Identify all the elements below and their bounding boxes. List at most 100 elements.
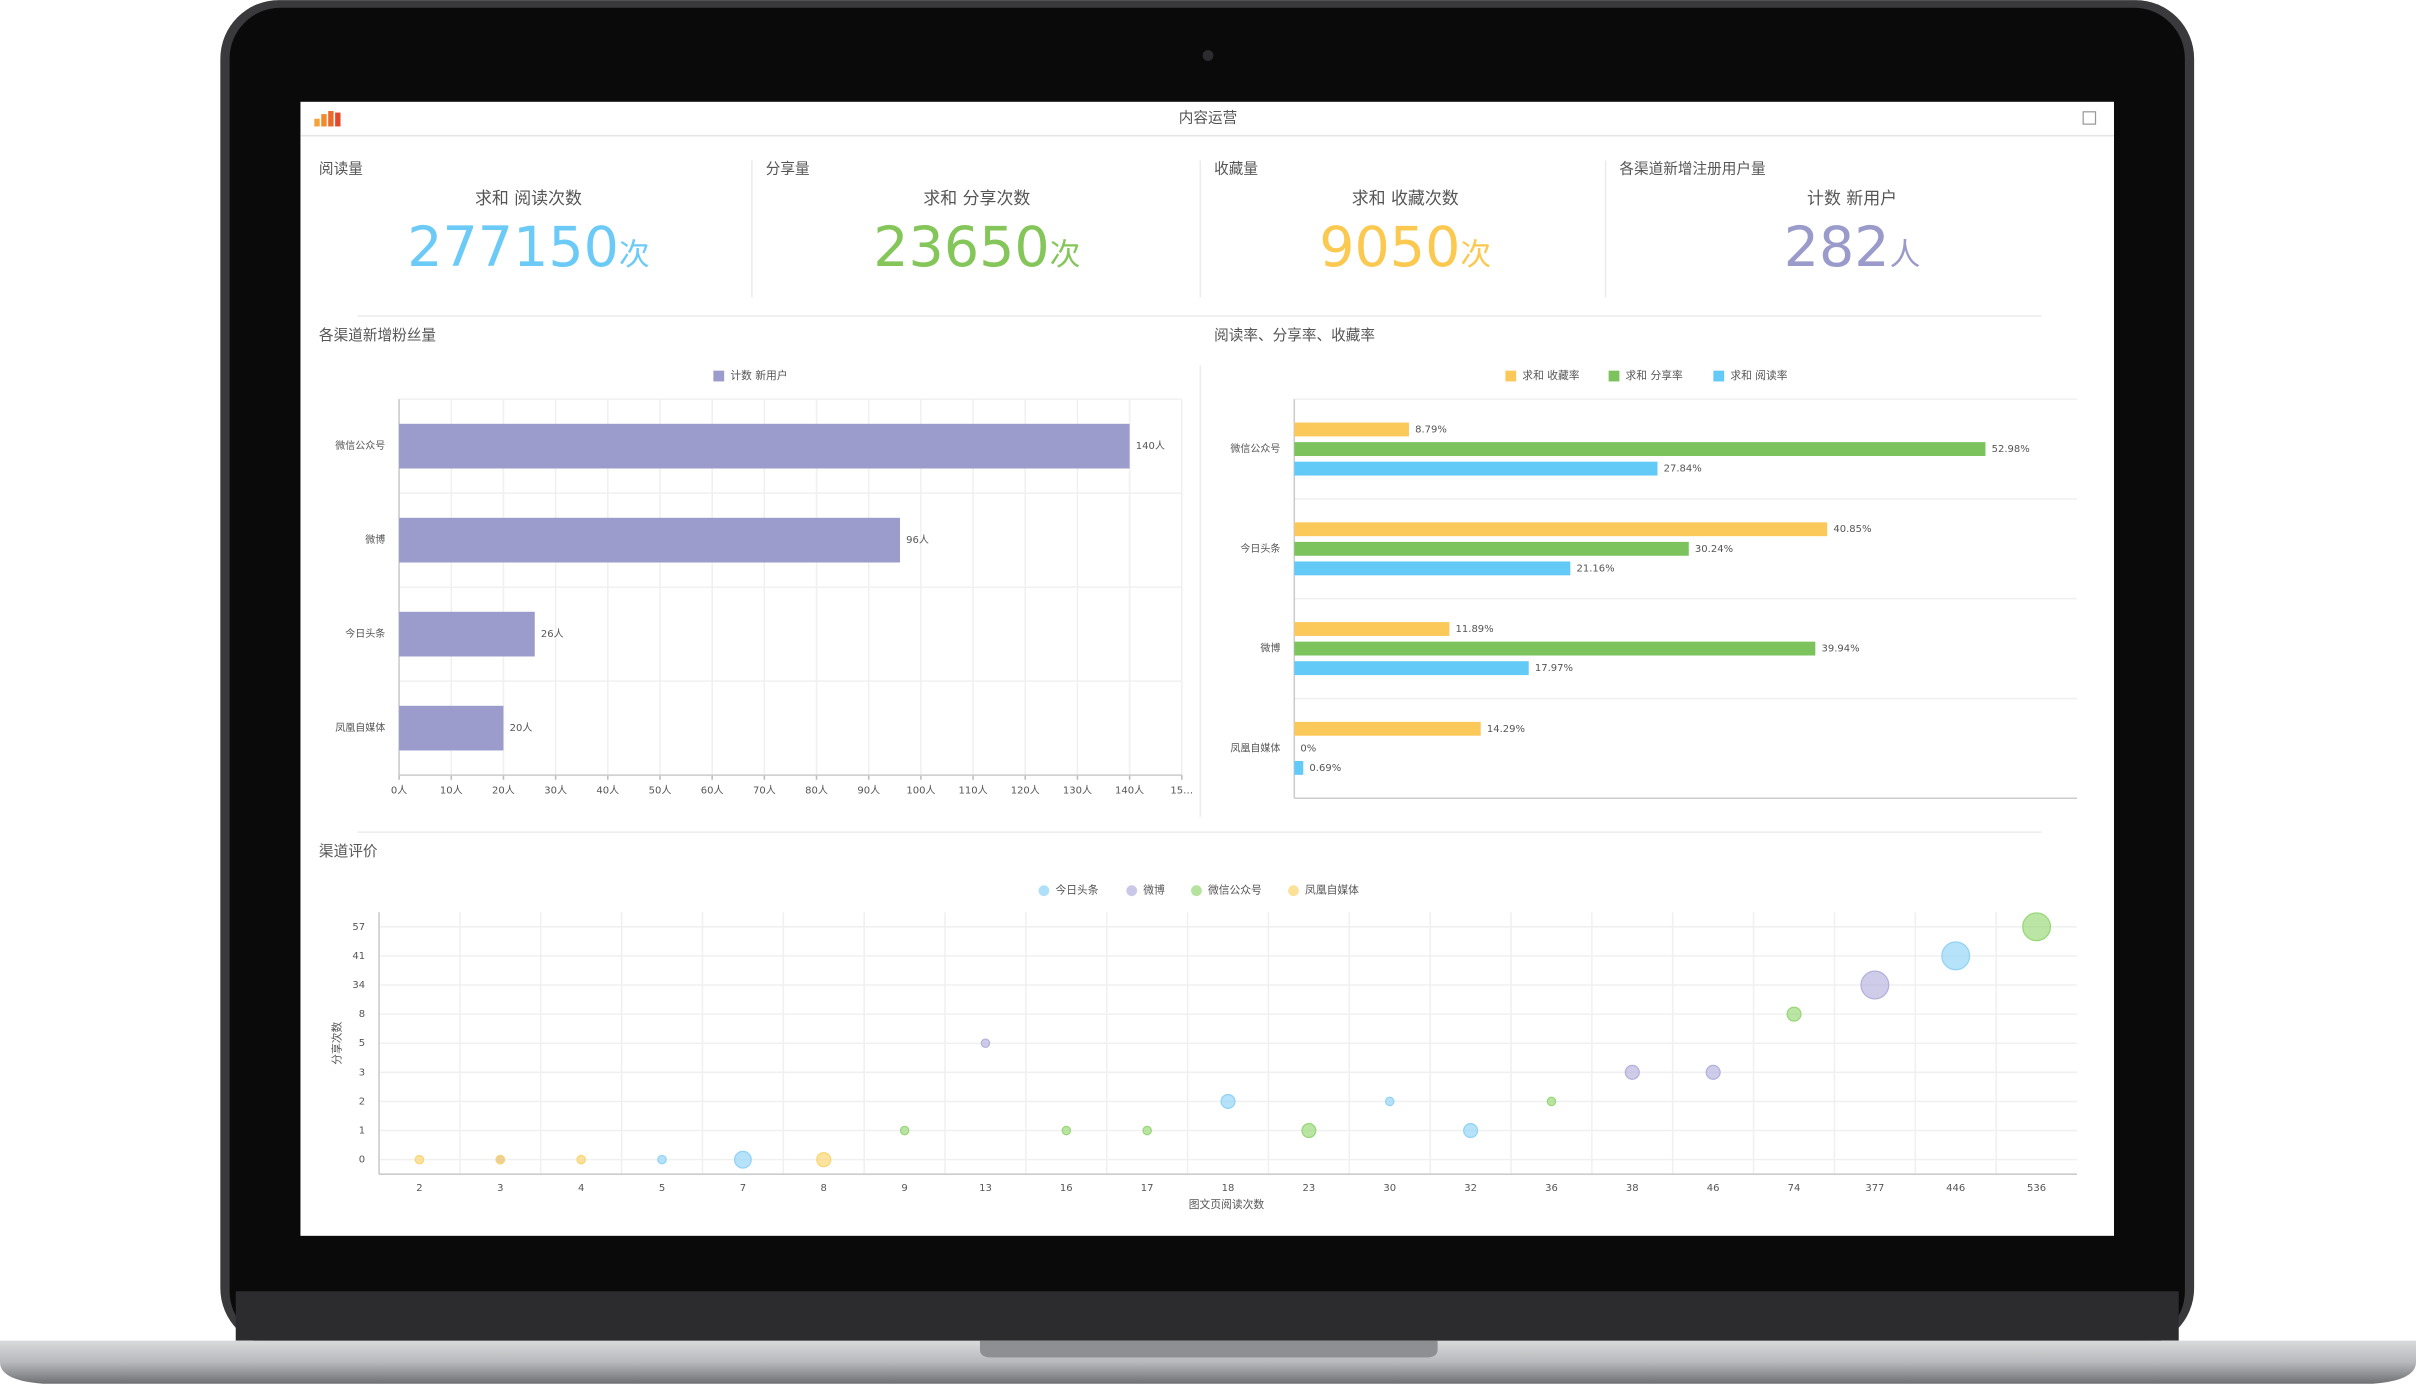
kpi-value: 23650次 bbox=[873, 216, 1080, 280]
y-tick-label: 41 bbox=[352, 951, 365, 962]
kpi-unit: 次 bbox=[1460, 236, 1491, 272]
x-tick-label: 0人 bbox=[391, 785, 407, 797]
value-label: 0% bbox=[1300, 743, 1316, 754]
y-tick-label: 凤凰自媒体 bbox=[1230, 741, 1280, 754]
chart-panel: 各渠道新增粉丝量 0人 10人 20人 30人 40人 50人 60人 70人 80人 90人 100… bbox=[319, 327, 1193, 797]
x-tick-label: 38 bbox=[1626, 1183, 1639, 1194]
legend-label: 计数 新用户 bbox=[730, 369, 787, 382]
bubble bbox=[816, 1152, 832, 1168]
bubble bbox=[1384, 1096, 1395, 1107]
x-tick-label: 7 bbox=[740, 1183, 746, 1194]
kpi-measure: 求和 阅读次数 bbox=[475, 188, 582, 208]
bubble bbox=[1786, 1006, 1802, 1022]
bubble bbox=[1941, 941, 1971, 971]
legend-label: 微博 bbox=[1143, 884, 1165, 897]
bubble bbox=[1301, 1122, 1317, 1139]
x-tick-label: 446 bbox=[1946, 1183, 1965, 1194]
legend-marker bbox=[1608, 370, 1620, 382]
kpi-label: 收藏量 bbox=[1214, 161, 1258, 178]
kpi-number: 282 bbox=[1784, 216, 1890, 280]
x-tick-label: 46 bbox=[1707, 1183, 1720, 1194]
kpi-number: 277150 bbox=[407, 216, 619, 280]
bar bbox=[399, 517, 901, 563]
x-tick-label: 36 bbox=[1545, 1183, 1558, 1194]
legend-label: 求和 收藏率 bbox=[1522, 369, 1579, 382]
value-label: 140人 bbox=[1136, 440, 1165, 452]
bubble bbox=[495, 1154, 506, 1165]
x-tick-label: 140人 bbox=[1115, 785, 1144, 797]
legend-marker bbox=[1126, 885, 1138, 897]
y-tick-label: 2 bbox=[359, 1096, 365, 1107]
x-tick-label: 2 bbox=[416, 1183, 422, 1194]
x-tick-label: 3 bbox=[497, 1183, 503, 1194]
legend-label: 今日头条 bbox=[1055, 884, 1098, 897]
value-label: 8.79% bbox=[1415, 424, 1447, 435]
value-label: 0.69% bbox=[1309, 763, 1341, 774]
bar bbox=[1294, 760, 1304, 775]
x-tick-label: 30 bbox=[1383, 1183, 1396, 1194]
bar bbox=[1294, 461, 1658, 476]
bar bbox=[1294, 622, 1450, 636]
bar bbox=[1294, 641, 1816, 656]
x-tick-label: 40人 bbox=[596, 785, 619, 797]
camera bbox=[1202, 50, 1214, 61]
value-label: 39.94% bbox=[1821, 644, 1859, 655]
value-label: 27.84% bbox=[1664, 464, 1702, 475]
value-label: 17.97% bbox=[1535, 663, 1573, 674]
value-label: 21.16% bbox=[1576, 563, 1614, 574]
x-axis-title: 图文页阅读次数 bbox=[1189, 1198, 1265, 1211]
bubble bbox=[1860, 970, 1890, 1000]
bubble bbox=[576, 1154, 586, 1165]
bubble bbox=[1463, 1122, 1479, 1139]
x-tick-label: 50人 bbox=[649, 785, 672, 797]
kpi-measure: 计数 新用户 bbox=[1807, 188, 1897, 208]
x-tick-label: 130人 bbox=[1063, 785, 1092, 797]
y-tick-label: 8 bbox=[359, 1009, 365, 1020]
value-label: 11.89% bbox=[1456, 624, 1494, 635]
x-tick-label: 4 bbox=[578, 1183, 584, 1194]
kpi-measure: 求和 分享次数 bbox=[923, 188, 1030, 208]
x-tick-label: 110人 bbox=[959, 785, 988, 797]
x-tick-label: 30人 bbox=[544, 785, 567, 797]
legend-marker bbox=[1713, 370, 1725, 382]
x-tick-label: 10人 bbox=[440, 785, 463, 797]
fullscreen-button[interactable] bbox=[2082, 111, 2097, 125]
x-tick-label: 60人 bbox=[701, 785, 724, 797]
legend-label: 求和 分享率 bbox=[1626, 369, 1683, 382]
bubble bbox=[980, 1038, 991, 1049]
x-tick-label: 20人 bbox=[492, 785, 515, 797]
y-axis-title: 分享次数 bbox=[330, 1021, 343, 1064]
x-tick-label: 536 bbox=[2027, 1183, 2046, 1194]
bubble bbox=[1220, 1093, 1236, 1109]
bubble bbox=[899, 1125, 910, 1136]
kpi-label: 各渠道新增注册用户量 bbox=[1619, 161, 1765, 178]
kpi-label: 分享量 bbox=[766, 161, 810, 178]
legend-marker bbox=[1288, 885, 1299, 897]
x-tick-label: 74 bbox=[1788, 1183, 1801, 1194]
x-tick-label: 16 bbox=[1060, 1183, 1073, 1194]
y-tick-label: 3 bbox=[359, 1067, 365, 1078]
value-label: 26人 bbox=[541, 628, 564, 640]
x-tick-label: 120人 bbox=[1011, 785, 1040, 797]
y-tick-label: 微信公众号 bbox=[1230, 442, 1280, 455]
x-tick-label: 100人 bbox=[906, 785, 935, 797]
bar bbox=[1294, 422, 1409, 437]
x-tick-label: 9 bbox=[901, 1183, 907, 1194]
y-tick-label: 微信公众号 bbox=[335, 439, 385, 452]
x-tick-label: 17 bbox=[1141, 1183, 1154, 1194]
bar bbox=[1294, 661, 1529, 676]
value-label: 14.29% bbox=[1487, 724, 1525, 735]
kpi-unit: 次 bbox=[1050, 236, 1081, 272]
x-tick-label: 80人 bbox=[805, 785, 828, 797]
x-tick-label: 70人 bbox=[753, 785, 776, 797]
y-tick-label: 微博 bbox=[365, 533, 385, 546]
value-label: 96人 bbox=[906, 534, 929, 546]
x-tick-label: 8 bbox=[821, 1183, 827, 1194]
bar bbox=[399, 423, 1130, 469]
bubble bbox=[2022, 912, 2052, 942]
laptop-base bbox=[0, 1340, 2416, 1384]
